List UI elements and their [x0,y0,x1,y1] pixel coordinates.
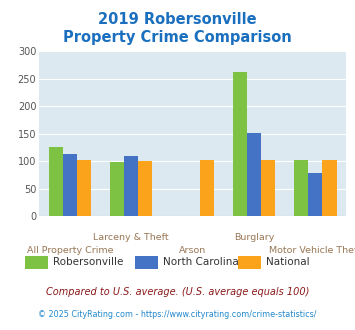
Text: Robersonville: Robersonville [53,257,124,267]
Text: Larceny & Theft: Larceny & Theft [93,233,169,242]
Text: © 2025 CityRating.com - https://www.cityrating.com/crime-statistics/: © 2025 CityRating.com - https://www.city… [38,310,317,319]
Text: North Carolina: North Carolina [163,257,239,267]
Bar [294,159,308,216]
Bar [77,160,91,216]
Bar [308,173,322,216]
Bar [200,160,214,216]
Bar [247,133,261,216]
Text: All Property Crime: All Property Crime [27,246,113,255]
Bar [63,154,77,216]
Bar [261,160,275,216]
Bar [322,160,337,216]
Text: Property Crime Comparison: Property Crime Comparison [63,30,292,45]
Text: Motor Vehicle Theft: Motor Vehicle Theft [269,246,355,255]
Bar [49,148,63,216]
Bar [124,156,138,216]
Bar [233,72,247,216]
Bar [138,161,152,216]
Text: National: National [266,257,310,267]
Bar [110,162,124,216]
Text: Compared to U.S. average. (U.S. average equals 100): Compared to U.S. average. (U.S. average … [46,287,309,297]
Text: 2019 Robersonville: 2019 Robersonville [98,12,257,26]
Text: Arson: Arson [179,246,206,255]
Text: Burglary: Burglary [234,233,274,242]
